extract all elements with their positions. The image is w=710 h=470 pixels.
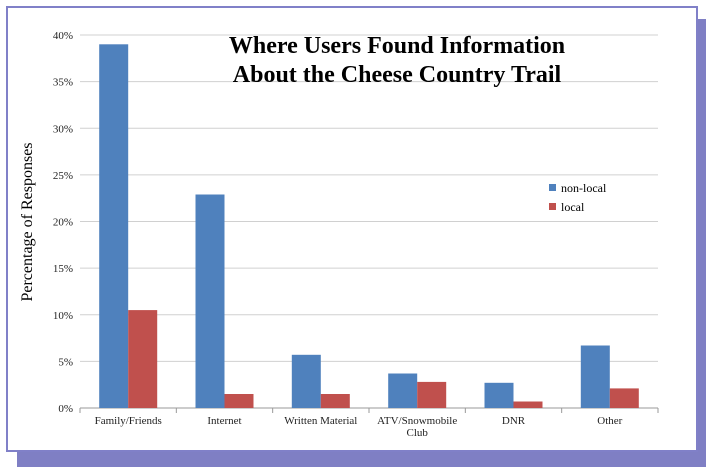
x-tick-label: Club	[406, 427, 428, 439]
bar-non-local	[291, 354, 321, 408]
y-tick-label: 35%	[53, 77, 73, 89]
x-tick-label: Family/Friends	[95, 415, 162, 427]
bar-local	[513, 401, 543, 408]
legend-swatch-local	[549, 203, 556, 210]
x-tick-labels: Family/Friends Internet Written Material AT…	[95, 415, 623, 439]
bar-local	[320, 394, 350, 408]
y-tick-label: 20%	[53, 217, 73, 229]
y-tick-labels: 0% 5% 10% 15% 20% 25% 30% 35% 40%	[53, 30, 73, 415]
y-axis-label: Percentage of Responses	[19, 142, 36, 301]
x-tick-label: DNR	[502, 415, 526, 427]
y-tick-label: 40%	[53, 30, 73, 42]
y-tick-label: 25%	[53, 170, 73, 182]
bar-non-local	[580, 345, 610, 408]
bar-non-local	[99, 44, 129, 409]
bar-non-local	[195, 194, 225, 408]
y-tick-label: 30%	[53, 123, 73, 135]
chart-title-line-1: Where Users Found Information	[229, 33, 565, 59]
legend-swatch-non-local	[549, 184, 556, 191]
bars	[99, 44, 639, 409]
y-tick-label: 15%	[53, 263, 73, 275]
x-tick-label: Other	[597, 415, 622, 427]
bar-non-local	[388, 373, 418, 408]
x-tick-label: Written Material	[284, 415, 357, 427]
x-tick-label: ATV/Snowmobile	[377, 415, 457, 427]
legend: non-local local	[549, 181, 607, 214]
legend-label-non-local: non-local	[561, 181, 607, 195]
legend-label-local: local	[561, 200, 585, 214]
bar-local	[224, 394, 254, 408]
y-tick-label: 5%	[58, 356, 73, 368]
bar-local	[609, 388, 639, 408]
bar-non-local	[484, 382, 514, 408]
bar-local	[128, 310, 158, 408]
chart-title-line-2: About the Cheese Country Trail	[233, 62, 562, 88]
x-tick-label: Internet	[207, 415, 241, 427]
y-tick-label: 10%	[53, 310, 73, 322]
y-tick-label: 0%	[58, 403, 73, 415]
bar-local	[417, 381, 447, 408]
gridlines	[79, 34, 659, 413]
